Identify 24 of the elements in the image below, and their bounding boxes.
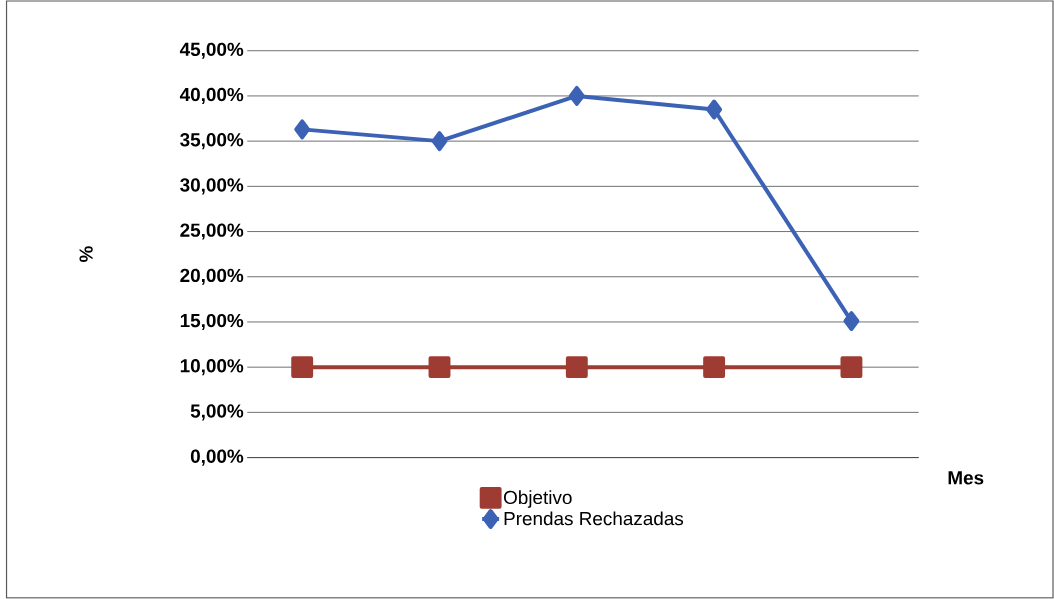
point <box>703 356 726 379</box>
point <box>706 99 723 120</box>
legend-label: Objetivo <box>504 490 572 508</box>
y-tick-label: 15,00% <box>180 313 244 331</box>
y-tick-label: 25,00% <box>180 223 244 240</box>
y-tick-label: 0,00% <box>190 449 244 466</box>
legend-label: Prendas Rechazadas <box>504 511 684 526</box>
y-tick-label: 35,00% <box>180 133 244 150</box>
y-tick-label: 5,00% <box>190 404 244 421</box>
y-tick-label: 20,00% <box>180 268 244 285</box>
point <box>428 356 451 379</box>
x-axis-title: Mes <box>948 471 984 485</box>
y-tick-label: 30,00% <box>180 178 244 195</box>
y-tick-label: 40,00% <box>179 87 244 105</box>
point <box>565 356 588 379</box>
point <box>431 131 448 152</box>
point <box>294 119 311 140</box>
y-axis-title: % <box>79 246 93 263</box>
y-tick-label: 45,00% <box>179 42 244 59</box>
point <box>840 356 863 379</box>
point <box>291 356 314 379</box>
point <box>568 86 585 106</box>
point <box>843 311 860 332</box>
y-tick-label: 10,00% <box>180 359 244 376</box>
